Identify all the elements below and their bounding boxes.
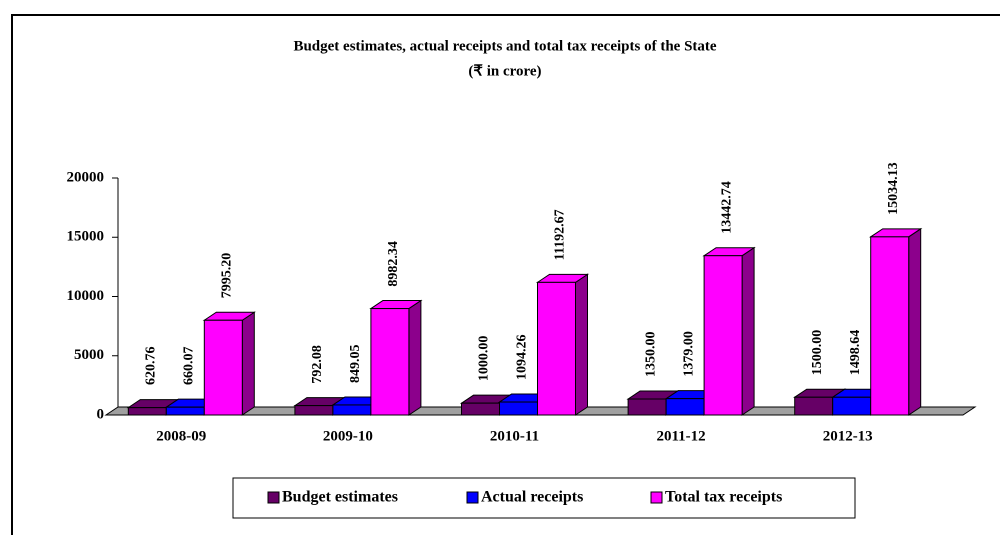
data-label: 13442.74 bbox=[719, 181, 734, 234]
x-tick-label: 2010-11 bbox=[490, 428, 539, 444]
bar bbox=[370, 308, 410, 416]
bar-side bbox=[575, 273, 588, 416]
x-tick-label: 2011-12 bbox=[657, 428, 706, 444]
data-label: 1094.26 bbox=[515, 335, 530, 381]
data-label: 15034.13 bbox=[886, 162, 901, 215]
bar bbox=[461, 402, 500, 416]
data-label: 1000.00 bbox=[477, 336, 492, 382]
y-tick-label: 5000 bbox=[74, 347, 104, 363]
legend-label: Total tax receipts bbox=[665, 489, 782, 506]
bar bbox=[627, 398, 667, 416]
chart-title: Budget estimates, actual receipts and to… bbox=[293, 38, 716, 54]
bar bbox=[832, 396, 872, 416]
legend-swatch bbox=[650, 491, 663, 504]
bar bbox=[794, 396, 834, 416]
chart-subtitle: (₹ in crore) bbox=[468, 63, 541, 79]
y-tick-label: 15000 bbox=[67, 229, 105, 245]
data-label: 660.07 bbox=[182, 347, 197, 386]
data-label: 7995.20 bbox=[220, 253, 235, 298]
bar bbox=[165, 406, 205, 416]
y-tick-label: 10000 bbox=[67, 288, 105, 304]
data-label: 1498.64 bbox=[848, 330, 863, 376]
bar bbox=[332, 404, 372, 416]
data-label: 849.05 bbox=[348, 344, 363, 383]
bar bbox=[537, 281, 576, 416]
legend-label: Budget estimates bbox=[282, 489, 398, 506]
data-label: 1379.00 bbox=[681, 331, 696, 377]
bar bbox=[203, 319, 243, 416]
data-label: 620.76 bbox=[144, 347, 159, 386]
y-tick-label: 20000 bbox=[67, 169, 105, 185]
x-tick-label: 2008-09 bbox=[156, 428, 206, 444]
legend-swatch bbox=[466, 491, 479, 504]
bar bbox=[499, 401, 538, 416]
bar bbox=[870, 236, 910, 416]
bar bbox=[703, 255, 743, 416]
bar-side bbox=[908, 227, 922, 416]
bar bbox=[294, 405, 334, 416]
bar bbox=[665, 398, 705, 416]
legend-label: Actual receipts bbox=[481, 489, 583, 506]
data-label: 1500.00 bbox=[810, 330, 825, 376]
bar bbox=[127, 407, 167, 416]
x-tick-label: 2009-10 bbox=[323, 428, 373, 444]
data-label: 8982.34 bbox=[386, 241, 401, 287]
bar-side bbox=[741, 246, 755, 416]
data-label: 1350.00 bbox=[643, 332, 658, 378]
chart-frame bbox=[11, 14, 1000, 535]
x-tick-label: 2012-13 bbox=[823, 428, 873, 444]
data-label: 11192.67 bbox=[553, 209, 568, 260]
data-label: 792.08 bbox=[310, 345, 325, 384]
legend-swatch bbox=[267, 491, 280, 504]
legend bbox=[232, 477, 856, 519]
bar-side bbox=[241, 311, 255, 416]
y-tick-label: 0 bbox=[97, 406, 105, 422]
bar-side bbox=[408, 299, 422, 416]
